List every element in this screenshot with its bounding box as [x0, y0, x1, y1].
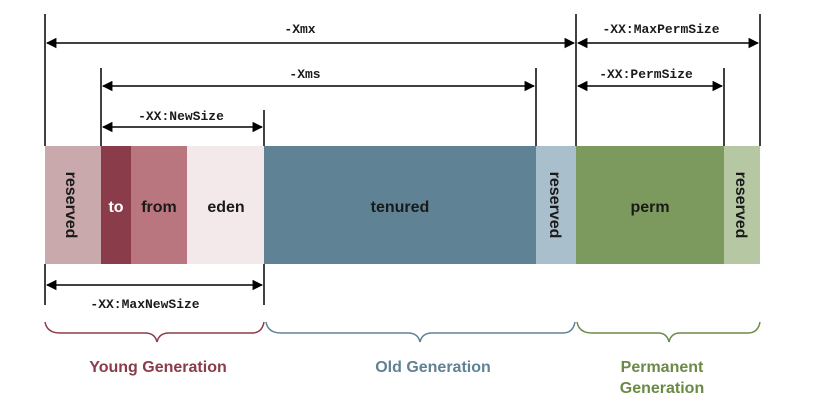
reserved-perm-segment: [724, 146, 760, 264]
perm-segment: [576, 146, 724, 264]
young-generation-brace: [44, 321, 265, 343]
guide-lines: [44, 14, 761, 305]
permanent-generation-brace: [576, 321, 761, 343]
reserved-old-label: reserved: [546, 172, 563, 239]
to-label: to: [108, 199, 123, 216]
young-generation-label: Young Generation: [89, 359, 226, 376]
old-generation-brace: [265, 321, 576, 343]
xmx-label: -Xmx: [284, 22, 315, 37]
perm-label: perm: [630, 199, 669, 216]
to-segment: [101, 146, 131, 264]
from-label: from: [141, 199, 177, 216]
reserved-young-label: reserved: [62, 172, 79, 239]
eden-segment: [187, 146, 264, 264]
heap-bar: [45, 146, 760, 264]
xms-label: -Xms: [289, 67, 320, 82]
reserved-young-segment: [45, 146, 101, 264]
reserved-perm-label: reserved: [732, 172, 749, 239]
tenured-segment: [264, 146, 536, 264]
max-new-size-label: -XX:MaxNewSize: [90, 297, 199, 312]
permanent-generation-label-line1: Permanent: [621, 359, 704, 376]
permanent-generation-label-line2: Generation: [620, 380, 704, 397]
new-size-label: -XX:NewSize: [138, 109, 224, 124]
from-segment: [131, 146, 187, 264]
eden-label: eden: [207, 199, 244, 216]
dimension-arrows: [45, 37, 760, 291]
reserved-old-segment: [536, 146, 576, 264]
max-perm-size-label: -XX:MaxPermSize: [602, 22, 719, 37]
perm-size-label: -XX:PermSize: [599, 67, 693, 82]
old-generation-label: Old Generation: [375, 359, 491, 376]
tenured-label: tenured: [371, 199, 430, 216]
